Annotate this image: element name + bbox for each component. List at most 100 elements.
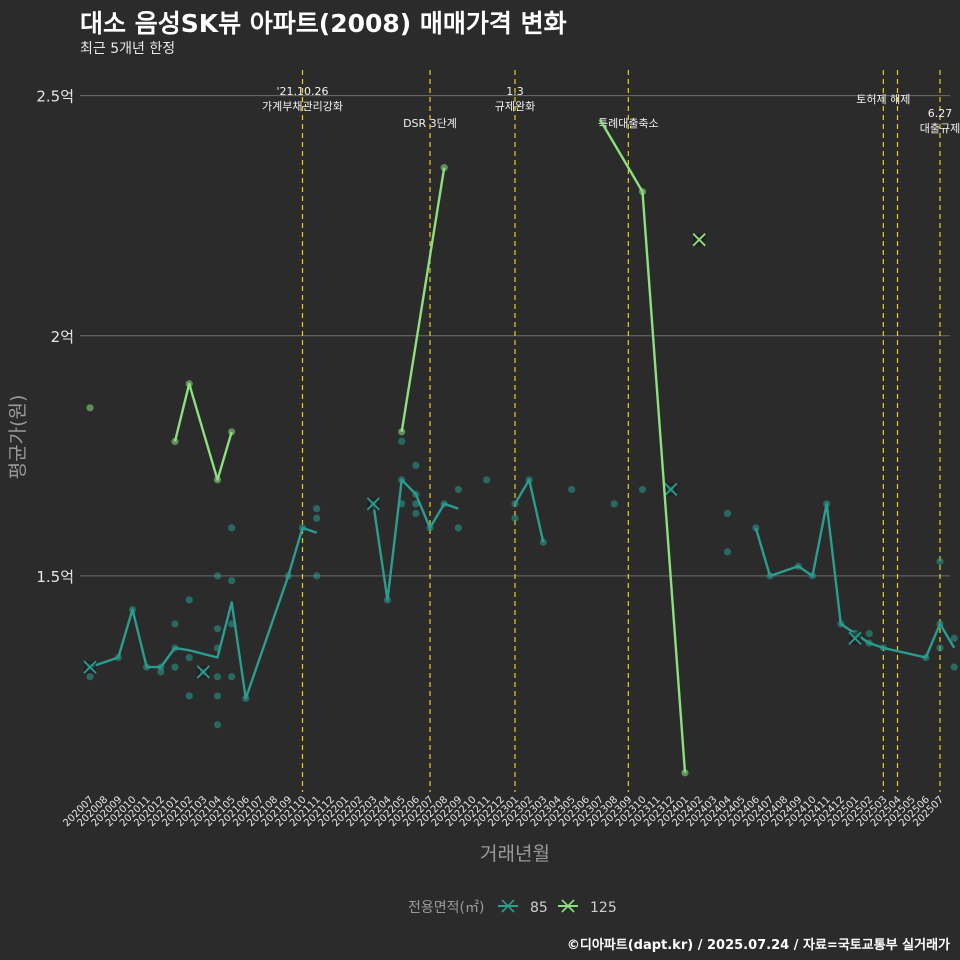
- event-label-line: 규제완화: [495, 100, 535, 113]
- data-point-85: [412, 461, 420, 470]
- data-point-85: [412, 490, 420, 498]
- legend-item-85: 85: [498, 899, 548, 916]
- data-point-85: [284, 572, 292, 580]
- y-tick-label: 2.5억: [36, 88, 74, 106]
- data-point-85: [412, 500, 420, 508]
- data-point-85: [794, 562, 802, 570]
- legend-item-125: 125: [558, 899, 617, 916]
- cross-stroke: [664, 482, 678, 497]
- legend-swatch-cross: [501, 899, 515, 913]
- data-point-85: [398, 476, 406, 484]
- data-point-125: [185, 380, 193, 388]
- data-point-85: [766, 572, 774, 580]
- event-label: 토허제 해제: [856, 92, 910, 106]
- data-point-85: [398, 500, 406, 508]
- data-point-85: [313, 505, 321, 513]
- data-point-85: [610, 500, 618, 508]
- data-point-85: [86, 673, 94, 681]
- y-axis-title: 평균가(원): [7, 395, 29, 480]
- data-point-85: [213, 692, 222, 700]
- data-point-85: [454, 524, 462, 532]
- series-line-85: [754, 502, 956, 659]
- x-axis-title: 거래년월: [480, 843, 550, 865]
- data-point-85: [879, 644, 887, 652]
- data-point-85: [213, 644, 222, 652]
- data-point-85: [143, 663, 151, 671]
- data-point-85: [213, 673, 222, 681]
- event-label: 특례대출축소: [598, 117, 659, 130]
- data-point-125: [681, 769, 689, 777]
- data-point-85: [114, 653, 122, 662]
- data-point-85: [398, 437, 406, 446]
- cross-stroke: [83, 660, 97, 674]
- data-point-85: [922, 653, 930, 662]
- data-point-85: [950, 663, 958, 671]
- data-point-85: [313, 514, 321, 522]
- data-point-85: [823, 500, 831, 508]
- data-point-85: [157, 668, 165, 676]
- data-point-85: [242, 694, 250, 702]
- price-chart: 1.5억2억2.5억202007202008202009202010202011…: [7, 62, 960, 916]
- data-point-125: [86, 404, 94, 412]
- data-point-125: [638, 188, 647, 196]
- data-point-85: [454, 485, 462, 494]
- data-point-85: [313, 572, 321, 580]
- chart-title: 대소 음성SK뷰 아파트(2008) 매매가격 변화: [80, 9, 567, 38]
- event-label-line: 6.27: [928, 107, 953, 120]
- event-label: 6.27 대출규제: [920, 107, 960, 135]
- event-label-line: '21.10.26: [276, 85, 328, 98]
- cross-marker-85: [664, 482, 678, 497]
- data-point-85: [228, 577, 236, 585]
- plot-area: [80, 62, 950, 792]
- event-label-line: 가계부채관리강화: [262, 100, 343, 113]
- cross-marker-85: [366, 497, 380, 511]
- data-point-85: [228, 620, 236, 628]
- data-point-85: [511, 500, 519, 508]
- event-label: DSR 3단계: [403, 117, 457, 130]
- data-point-85: [228, 524, 236, 532]
- data-point-125: [171, 437, 179, 446]
- data-point-85: [638, 485, 647, 494]
- event-label-line: 1.3: [506, 85, 524, 98]
- event-label-line: 대출규제: [920, 122, 960, 135]
- event-label-line: 토허제 해제: [856, 92, 910, 106]
- series-line-125: [400, 167, 446, 432]
- data-point-125: [228, 428, 236, 436]
- data-point-85: [383, 596, 392, 604]
- data-point-85: [426, 524, 434, 532]
- data-point-85: [213, 721, 222, 729]
- data-point-85: [171, 663, 179, 671]
- data-point-85: [525, 476, 533, 484]
- legend-label: 125: [590, 900, 617, 916]
- event-label: 1.3 규제완화: [495, 85, 535, 113]
- data-point-85: [185, 692, 193, 700]
- legend-title: 전용면적(㎡): [408, 900, 484, 916]
- data-point-125: [440, 164, 448, 172]
- data-point-85: [723, 548, 732, 556]
- cross-marker-85: [196, 665, 210, 679]
- data-point-85: [213, 625, 222, 633]
- cross-stroke: [366, 497, 380, 511]
- cross-marker-125: [692, 233, 706, 247]
- data-point-85: [171, 644, 179, 652]
- data-point-85: [936, 644, 944, 652]
- event-label: '21.10.26 가계부채관리강화: [262, 85, 343, 113]
- data-point-85: [936, 557, 944, 566]
- data-point-85: [865, 639, 873, 647]
- cross-marker-85: [83, 660, 97, 674]
- source-caption: ©디아파트(dapt.kr) / 2025.07.24 / 자료=국토교통부 실…: [566, 938, 950, 953]
- series-line-125: [173, 382, 233, 481]
- data-point-125: [398, 428, 406, 436]
- data-point-85: [483, 476, 491, 484]
- data-point-85: [185, 653, 193, 662]
- data-point-85: [723, 509, 732, 518]
- legend-swatch-cross: [561, 899, 575, 913]
- legend-label: 85: [530, 900, 548, 916]
- data-point-85: [128, 605, 137, 614]
- y-tick-label: 1.5억: [36, 568, 74, 586]
- data-point-85: [412, 509, 420, 518]
- y-tick-label: 2억: [51, 328, 74, 346]
- data-point-85: [936, 620, 944, 628]
- cross-stroke: [196, 665, 210, 679]
- cross-stroke: [692, 233, 706, 247]
